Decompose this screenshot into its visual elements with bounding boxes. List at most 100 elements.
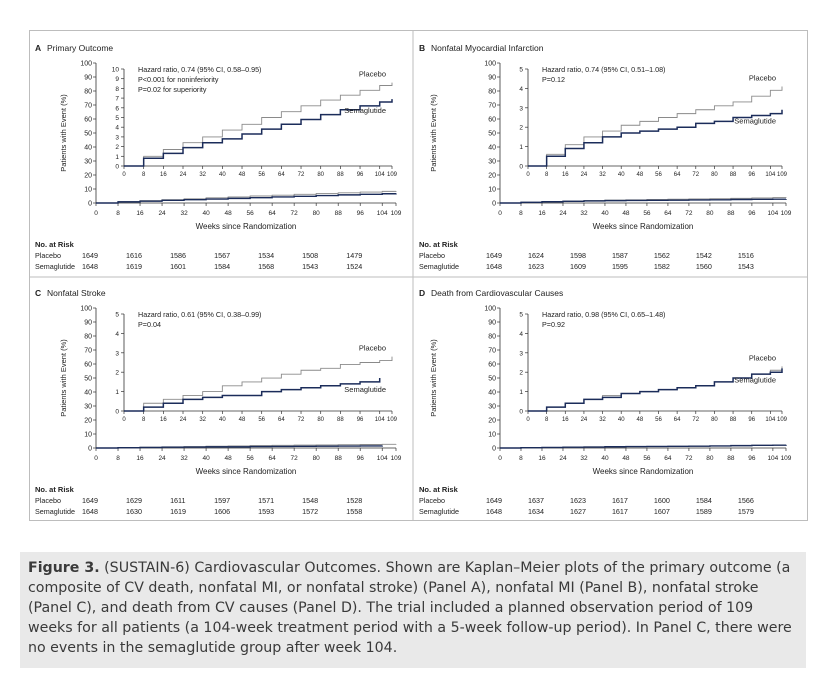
y-axis-label: Patients with Event (%) bbox=[429, 339, 438, 417]
y-tick-label: 60 bbox=[488, 362, 496, 369]
risk-value: 1649 bbox=[486, 251, 502, 260]
inset-x-tick-label: 8 bbox=[142, 172, 146, 178]
y-tick-label: 30 bbox=[84, 159, 92, 166]
x-tick-label: 72 bbox=[291, 210, 299, 217]
inset-x-tick-label: 104 bbox=[375, 417, 386, 423]
inset-y-tick-label: 2 bbox=[115, 144, 119, 151]
inset-y-tick-label: 1 bbox=[115, 389, 119, 396]
risk-row-label: Semaglutide bbox=[419, 507, 459, 516]
y-tick-label: 60 bbox=[488, 117, 496, 124]
x-tick-label: 72 bbox=[685, 455, 693, 462]
inset-x-tick-label: 80 bbox=[317, 417, 324, 423]
placebo-inset-curve bbox=[124, 82, 393, 167]
inset-x-tick-label: 104 bbox=[765, 417, 776, 423]
risk-value: 1566 bbox=[738, 496, 754, 505]
panel-letter: C bbox=[35, 288, 41, 298]
risk-value: 1560 bbox=[696, 262, 712, 271]
stat-text-line: Hazard ratio, 0.98 (95% CI, 0.65–1.48) bbox=[542, 310, 665, 319]
panel-a: A Primary Outcome Patients with Event (%) 0… bbox=[30, 31, 413, 277]
x-tick-label: 32 bbox=[180, 455, 188, 462]
risk-value: 1572 bbox=[302, 507, 318, 516]
inset-x-tick-label: 16 bbox=[562, 172, 569, 178]
risk-value: 1606 bbox=[214, 507, 230, 516]
inset-x-tick-label: 32 bbox=[599, 417, 606, 423]
inset-y-tick-label: 10 bbox=[112, 67, 120, 74]
semaglutide-main-curve bbox=[96, 193, 397, 204]
x-tick-label: 104 bbox=[767, 210, 778, 217]
x-tick-label: 8 bbox=[519, 455, 523, 462]
risk-row-label: Placebo bbox=[35, 496, 61, 505]
risk-value: 1582 bbox=[654, 262, 670, 271]
x-tick-label: 48 bbox=[224, 210, 232, 217]
risk-value: 1508 bbox=[302, 251, 318, 260]
y-tick-label: 40 bbox=[84, 145, 92, 152]
panel-title: Death from Cardiovascular Causes bbox=[431, 288, 563, 298]
risk-row-label: Placebo bbox=[419, 251, 445, 260]
risk-value: 1584 bbox=[696, 496, 712, 505]
stat-text-line: Hazard ratio, 0.74 (95% CI, 0.51–1.08) bbox=[542, 65, 665, 74]
semaglutide-main-curve bbox=[500, 444, 787, 449]
y-tick-label: 70 bbox=[84, 348, 92, 355]
x-tick-label: 8 bbox=[116, 455, 120, 462]
semaglutide-inset-curve bbox=[124, 378, 381, 412]
panel-d: D Death from Cardiovascular Causes Patient… bbox=[414, 278, 806, 520]
inset-x-tick-label: 8 bbox=[545, 172, 549, 178]
y-tick-label: 40 bbox=[84, 390, 92, 397]
risk-value: 1616 bbox=[126, 251, 142, 260]
x-tick-label: 16 bbox=[136, 455, 144, 462]
risk-value: 1637 bbox=[528, 496, 544, 505]
x-tick-label: 109 bbox=[391, 210, 402, 217]
risk-value: 1558 bbox=[346, 507, 362, 516]
risk-value: 1571 bbox=[258, 496, 274, 505]
y-tick-label: 10 bbox=[84, 187, 92, 194]
inset-x-tick-label: 24 bbox=[581, 172, 588, 178]
inset-x-tick-label: 72 bbox=[692, 172, 699, 178]
risk-row-label: Placebo bbox=[35, 251, 61, 260]
inset-x-tick-label: 32 bbox=[199, 172, 206, 178]
inset-y-tick-label: 1 bbox=[519, 144, 523, 151]
y-tick-label: 50 bbox=[84, 131, 92, 138]
inset-y-tick-label: 3 bbox=[519, 105, 523, 112]
inset-x-tick-label: 0 bbox=[526, 172, 530, 178]
inset-x-tick-label: 48 bbox=[637, 172, 644, 178]
inset-x-tick-label: 72 bbox=[298, 172, 305, 178]
y-tick-label: 50 bbox=[488, 131, 496, 138]
stat-text-line: P<0.001 for noninferiority bbox=[138, 75, 219, 84]
inset-y-tick-label: 1 bbox=[115, 154, 119, 161]
x-tick-label: 80 bbox=[706, 455, 714, 462]
risk-value: 1534 bbox=[258, 251, 274, 260]
inset-x-tick-label: 96 bbox=[357, 417, 364, 423]
y-axis-label: Patients with Event (%) bbox=[59, 94, 68, 172]
y-tick-label: 20 bbox=[84, 173, 92, 180]
inset-y-tick-label: 6 bbox=[115, 105, 119, 112]
semaglutide-inset-curve bbox=[528, 368, 783, 412]
panel-dividers bbox=[30, 31, 807, 520]
inset-y-tick-label: 9 bbox=[115, 76, 119, 83]
y-tick-label: 30 bbox=[84, 404, 92, 411]
inset-x-tick-label: 40 bbox=[219, 417, 226, 423]
inset-x-tick-label: 80 bbox=[711, 417, 718, 423]
semaglutide-series-label: Semaglutide bbox=[734, 375, 776, 384]
x-tick-label: 24 bbox=[559, 455, 567, 462]
x-tick-label: 96 bbox=[748, 455, 756, 462]
panel-title: Nonfatal Stroke bbox=[47, 288, 106, 298]
x-tick-label: 32 bbox=[580, 455, 588, 462]
stat-text-line: P=0.92 bbox=[542, 320, 565, 329]
risk-value: 1619 bbox=[170, 507, 186, 516]
inset-x-tick-label: 24 bbox=[180, 172, 187, 178]
y-tick-label: 100 bbox=[80, 306, 92, 313]
x-tick-label: 40 bbox=[601, 455, 609, 462]
risk-value: 1648 bbox=[486, 262, 502, 271]
y-tick-label: 80 bbox=[488, 334, 496, 341]
x-tick-label: 72 bbox=[685, 210, 693, 217]
x-tick-label: 0 bbox=[94, 210, 98, 217]
inset-x-tick-label: 88 bbox=[337, 417, 344, 423]
inset-y-tick-label: 5 bbox=[115, 312, 119, 319]
risk-value: 1630 bbox=[126, 507, 142, 516]
x-tick-label: 104 bbox=[377, 455, 388, 462]
inset-x-tick-label: 56 bbox=[655, 417, 662, 423]
inset-y-tick-label: 4 bbox=[519, 331, 523, 338]
risk-value: 1589 bbox=[696, 507, 712, 516]
risk-value: 1597 bbox=[214, 496, 230, 505]
risk-table-heading: No. at Risk bbox=[419, 485, 459, 494]
